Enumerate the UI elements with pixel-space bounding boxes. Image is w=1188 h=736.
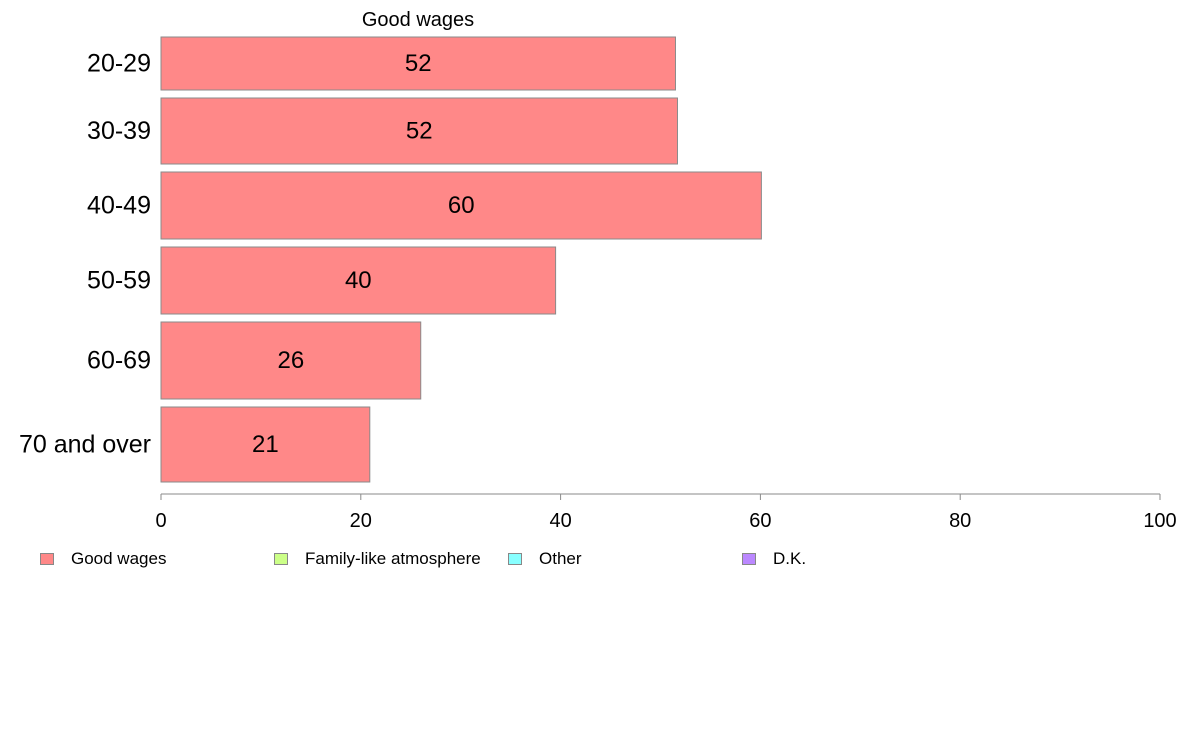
category-label-70-and-over: 70 and over	[19, 431, 151, 459]
chart-title: Good wages	[362, 9, 474, 31]
x-axis: 0 20 40 60 80 100	[155, 493, 1177, 532]
bar-70-and-over	[160, 406, 371, 483]
legend-item-family-like-atmosphere: Family-like atmosphere	[274, 546, 481, 572]
category-label-60-69: 60-69	[87, 347, 151, 375]
x-tick-label-0: 0	[155, 510, 166, 532]
data-label-40-49: 60	[448, 192, 475, 219]
x-tick-label-20: 20	[350, 510, 372, 532]
legend-label-good-wages: Good wages	[71, 549, 167, 568]
legend-swatch-dk	[742, 553, 756, 565]
legend-item-dk: D.K.	[742, 546, 806, 572]
bar-20-29	[160, 36, 676, 91]
bar-60-69	[160, 321, 422, 400]
category-label-30-39: 30-39	[87, 117, 151, 145]
legend-label-other: Other	[539, 549, 582, 568]
legend-label-dk: D.K.	[773, 549, 807, 568]
legend: Good wages Family-like atmosphere Other …	[0, 546, 1188, 572]
data-label-60-69: 26	[278, 347, 305, 374]
legend-item-other: Other	[508, 546, 582, 572]
data-label-50-59: 40	[345, 267, 372, 294]
data-label-30-39: 52	[406, 118, 433, 145]
x-tick-label-60: 60	[749, 510, 771, 532]
bar-40-49	[160, 171, 762, 240]
bar-50-59	[160, 246, 557, 315]
legend-label-family-like-atmosphere: Family-like atmosphere	[305, 549, 481, 568]
legend-swatch-good-wages	[40, 553, 54, 565]
x-tick-label-40: 40	[549, 510, 571, 532]
bar-30-39	[160, 97, 678, 165]
data-label-20-29: 52	[405, 50, 432, 77]
legend-swatch-family-like-atmosphere	[274, 553, 288, 565]
x-tick-label-80: 80	[949, 510, 971, 532]
data-label-70-and-over: 21	[252, 431, 279, 458]
category-label-50-59: 50-59	[87, 267, 151, 295]
category-label-40-49: 40-49	[87, 192, 151, 220]
x-tick-label-100: 100	[1143, 510, 1176, 532]
bars-layer: 52 20-29 52 30-39 60 40-49 40 50-59 26 60-69 21 70 …	[19, 36, 762, 483]
category-label-20-29: 20-29	[87, 50, 151, 78]
legend-item-good-wages: Good wages	[40, 546, 166, 572]
legend-swatch-other	[508, 553, 522, 565]
